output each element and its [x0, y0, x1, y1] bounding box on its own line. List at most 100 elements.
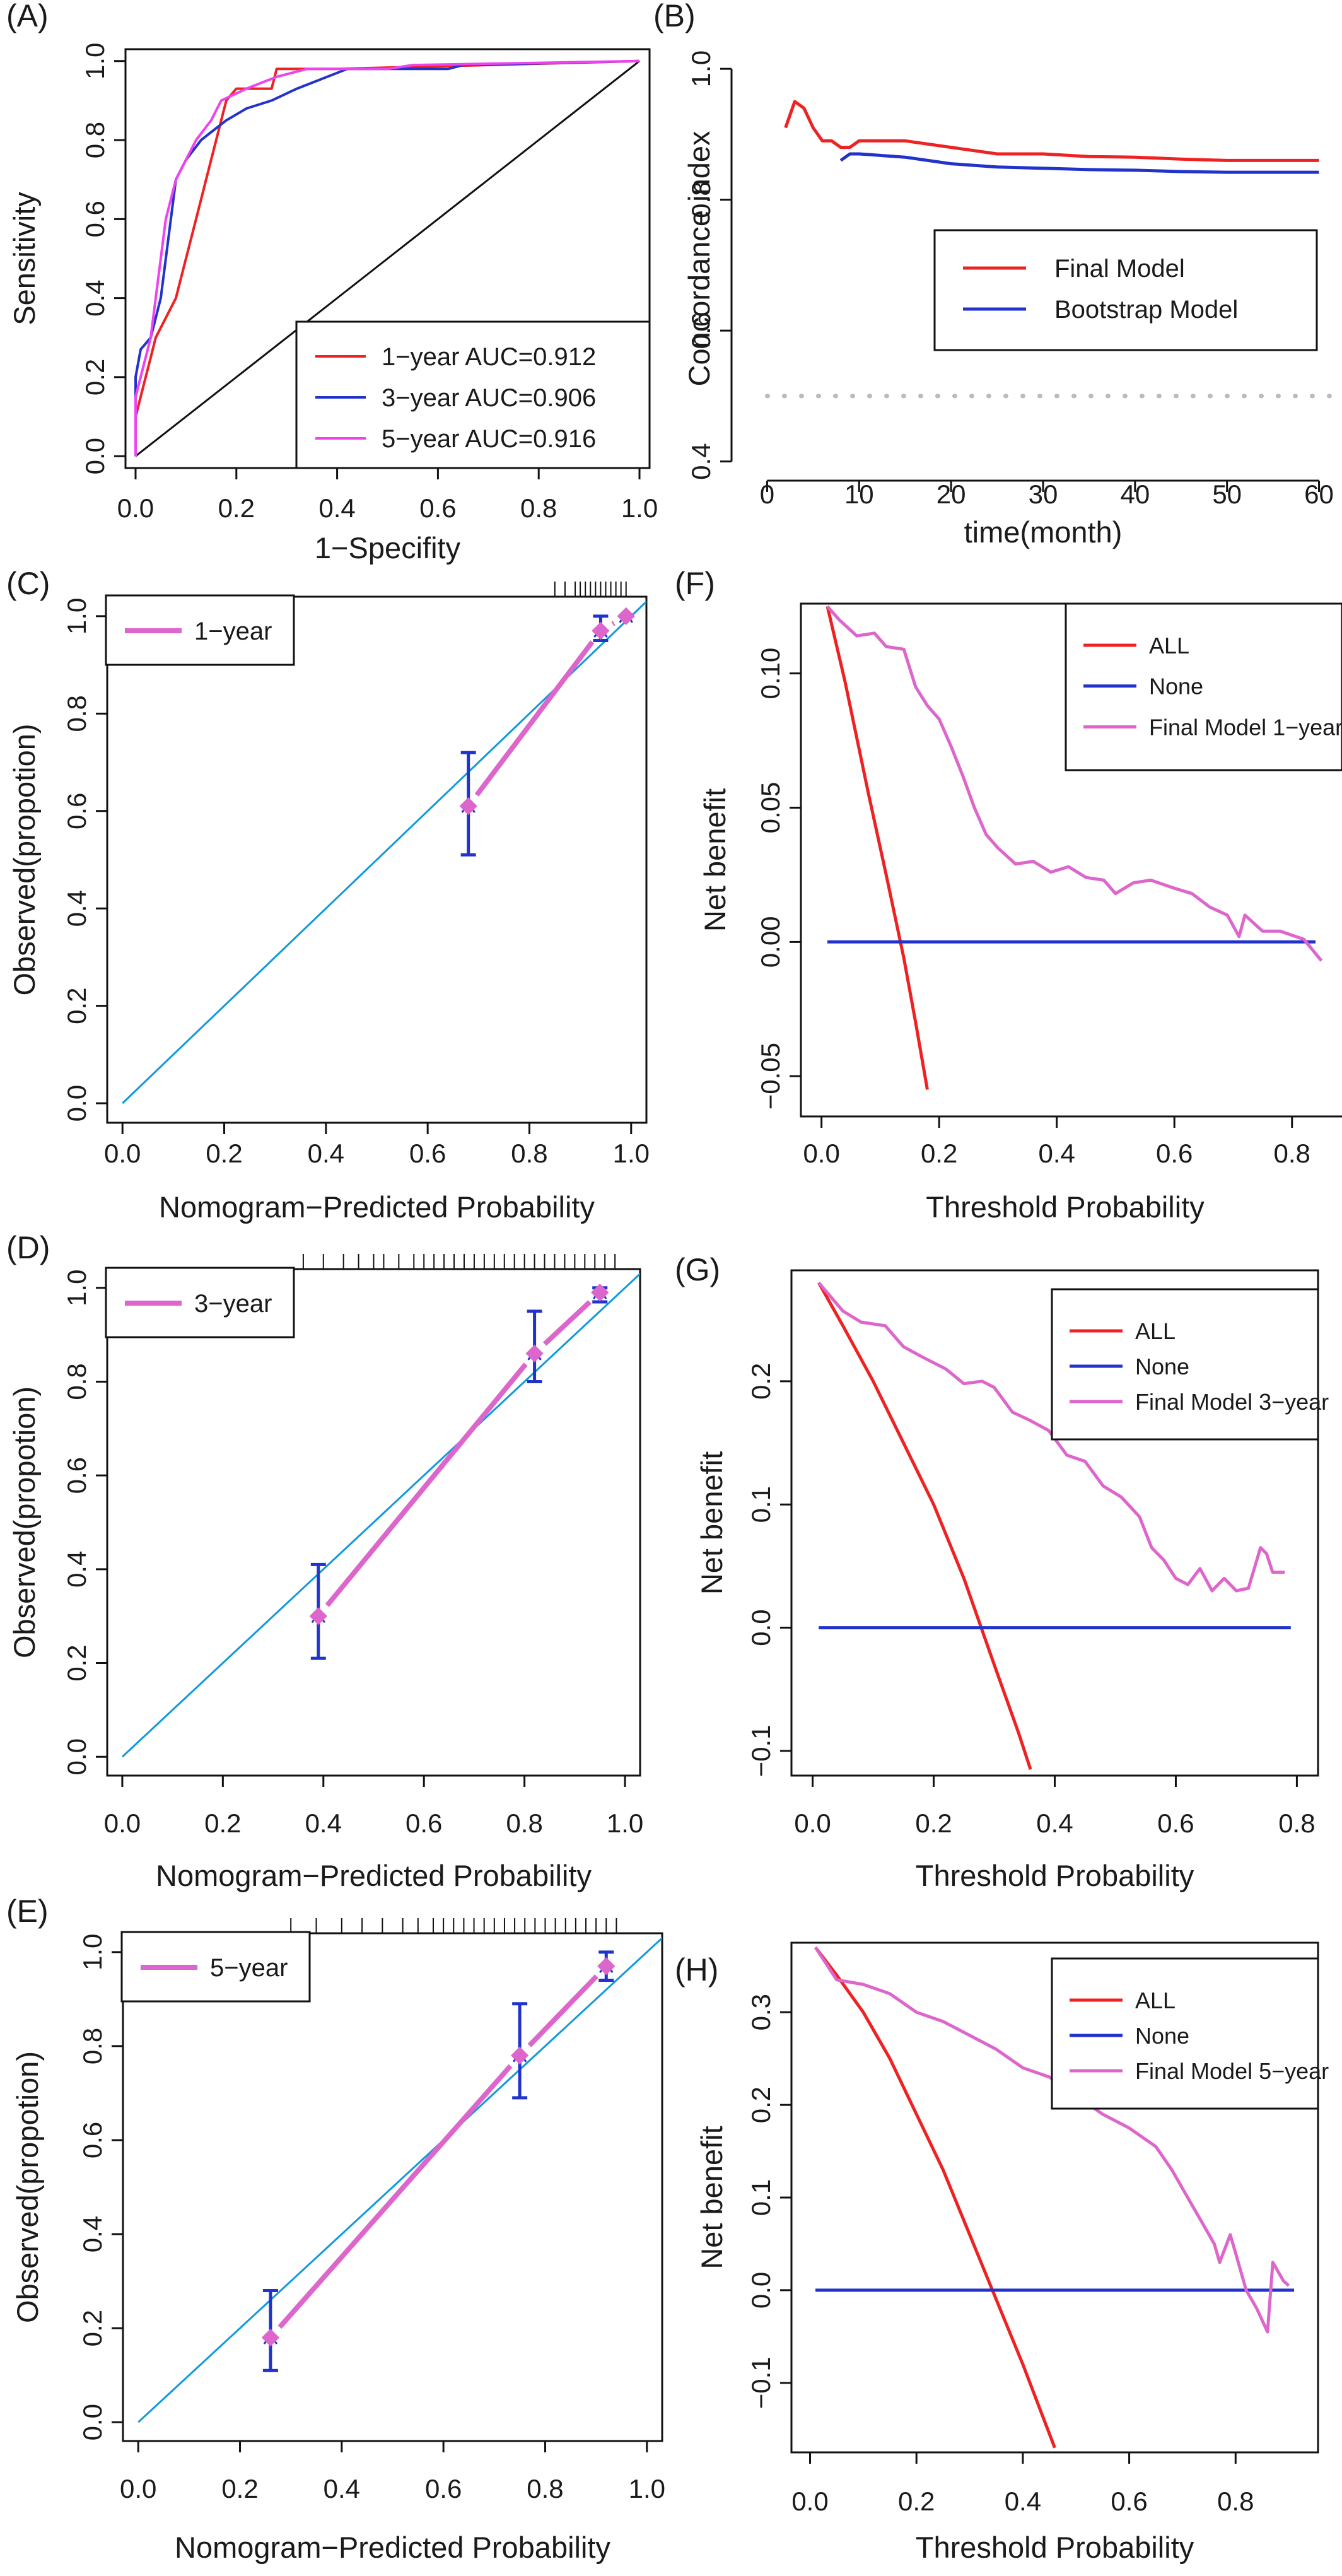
x-tick-label: 1.0 — [629, 2474, 665, 2503]
y-axis-label: Sensitivity — [8, 192, 41, 325]
legend-label: Bootstrap Model — [1054, 296, 1238, 324]
x-tick-label: 0.6 — [419, 493, 456, 523]
calibration-segment — [474, 640, 595, 797]
x-axis-label: Nomogram−Predicted Probability — [159, 1190, 595, 1224]
y-tick-label: 0.05 — [756, 782, 785, 834]
x-tick-label: 0.8 — [527, 2474, 563, 2503]
series-line-2 — [839, 152, 1319, 174]
legend-label: 5−year — [210, 1954, 288, 1982]
series-line-3 — [826, 605, 1323, 962]
y-tick-label: 0.00 — [756, 916, 785, 968]
panel-label: (H) — [675, 1952, 718, 1988]
x-tick-label: 40 — [1120, 479, 1150, 509]
ideal-line — [121, 1273, 640, 1758]
x-tick-label: 0.4 — [1038, 1139, 1075, 1168]
legend-box — [933, 229, 1318, 351]
y-tick-label: 0.1 — [746, 2179, 776, 2216]
series-line-1 — [826, 606, 929, 1090]
series-line-1 — [784, 100, 1319, 162]
x-tick-label: 1.0 — [621, 493, 658, 523]
x-tick-label: 0.4 — [308, 1139, 344, 1168]
plot-area — [814, 1946, 1294, 2449]
legend-box — [1051, 1957, 1319, 2110]
y-tick-label: 0.0 — [62, 1085, 91, 1121]
calibration-point — [511, 2046, 529, 2064]
panel-g: (G) 0.0 0.2 0.4 0.6 0.8 −0.1 0.0 0.1 0.2 Threshold… — [675, 1252, 1329, 1892]
x-tick-label: 0.6 — [1157, 1808, 1194, 1838]
y-tick-label: 0.0 — [78, 2404, 107, 2440]
series-line-1 — [817, 1282, 1032, 1770]
panel-e: (E) 0.0 0.2 0.4 0.6 0.8 1.0 0.0 0.2 0.4 0.6 0.8 1.0 N… — [6, 1894, 665, 2564]
x-tick-label: 50 — [1212, 479, 1242, 509]
y-tick-label: 1.0 — [62, 598, 91, 635]
x-tick-label: 0.0 — [803, 1139, 839, 1168]
y-tick-label: 0.2 — [78, 2310, 107, 2346]
y-tick-label: −0.05 — [756, 1043, 785, 1109]
x-tick-label: 0.6 — [409, 1139, 446, 1168]
series-line-3 — [817, 1281, 1285, 1593]
y-axis-label: Net benefit — [698, 788, 732, 932]
y-tick-label: 0.8 — [62, 695, 91, 732]
plot-area — [764, 100, 1342, 399]
calibration-point — [309, 1607, 327, 1625]
legend-label: None — [1135, 1354, 1189, 1379]
calibration-point — [261, 2328, 280, 2347]
legend-label: 1−year AUC=0.912 — [382, 343, 596, 371]
series-line-3 — [134, 59, 640, 457]
legend-box — [1051, 1288, 1319, 1441]
panel-label: (E) — [6, 1894, 49, 1929]
legend-label: ALL — [1135, 1318, 1176, 1344]
legend-label: 1−year — [194, 618, 272, 645]
x-tick-label: 0.2 — [915, 1808, 952, 1838]
panel-c: (C) 0.0 0.2 0.4 0.6 0.8 1.0 0.0 0.2 0.4 0.6 0.8 1.0 N… — [6, 566, 650, 1224]
y-tick-label: 0.10 — [756, 648, 785, 700]
calibration-segment — [277, 2064, 513, 2329]
y-tick-label: 1.0 — [78, 1934, 107, 1970]
x-axis-label: time(month) — [964, 515, 1123, 549]
plot-frame — [122, 1932, 663, 2442]
legend-label: 3−year AUC=0.906 — [382, 384, 596, 412]
x-tick-label: 0.8 — [511, 1139, 547, 1168]
x-axis-label: Threshold Probability — [916, 1859, 1194, 1892]
x-tick-label: 10 — [844, 479, 874, 509]
y-tick-label: 0.2 — [62, 987, 91, 1024]
y-tick-label: 0.2 — [80, 359, 110, 395]
x-axis-label: Nomogram−Predicted Probability — [175, 2531, 610, 2564]
y-tick-label: 0.8 — [62, 1363, 91, 1400]
y-tick-label: 0.6 — [80, 201, 110, 237]
y-tick-label: −0.1 — [746, 1724, 776, 1777]
y-tick-label: 0.4 — [80, 279, 110, 316]
x-tick-label: 0.0 — [791, 2486, 828, 2516]
panel-d: (D) 0.0 0.2 0.4 0.6 0.8 1.0 0.0 0.2 0.4 0.6 0.8 1.0 N… — [6, 1230, 643, 1892]
legend-label: Final Model 1−year — [1149, 714, 1342, 740]
x-tick-label: 0.2 — [218, 493, 255, 523]
calibration-point — [592, 621, 610, 640]
legend-label: Final Model — [1054, 255, 1185, 283]
x-tick-label: 30 — [1029, 479, 1058, 509]
legend-label: None — [1135, 2023, 1189, 2049]
panel-label: (G) — [675, 1252, 720, 1287]
x-tick-label: 0.2 — [204, 1808, 241, 1838]
x-tick-label: 0.8 — [520, 493, 557, 523]
plot-frame — [106, 595, 648, 1124]
y-tick-label: 0.4 — [62, 1551, 91, 1588]
x-tick-label: 0.6 — [1156, 1139, 1193, 1168]
legend-label: None — [1149, 674, 1203, 700]
series-line-3 — [814, 1946, 1290, 2334]
calibration-segment — [611, 621, 616, 626]
panel-label: (F) — [675, 566, 715, 601]
x-tick-label: 0.2 — [921, 1139, 957, 1168]
y-tick-label: 1.0 — [80, 43, 110, 79]
ideal-line — [137, 1937, 662, 2423]
y-tick-label: −0.1 — [746, 2356, 776, 2409]
panel-label: (D) — [6, 1230, 50, 1265]
y-tick-label: 0.6 — [686, 312, 716, 349]
calibration-segment — [325, 1362, 528, 1607]
x-tick-label: 0.4 — [324, 2474, 360, 2503]
calibration-segment — [542, 1300, 592, 1346]
y-axis-label: Observed(propotion) — [8, 1386, 41, 1658]
y-tick-label: 0.8 — [80, 122, 110, 158]
y-tick-label: 0.2 — [746, 2087, 776, 2123]
legend-box — [295, 320, 651, 469]
x-tick-label: 20 — [936, 479, 966, 509]
